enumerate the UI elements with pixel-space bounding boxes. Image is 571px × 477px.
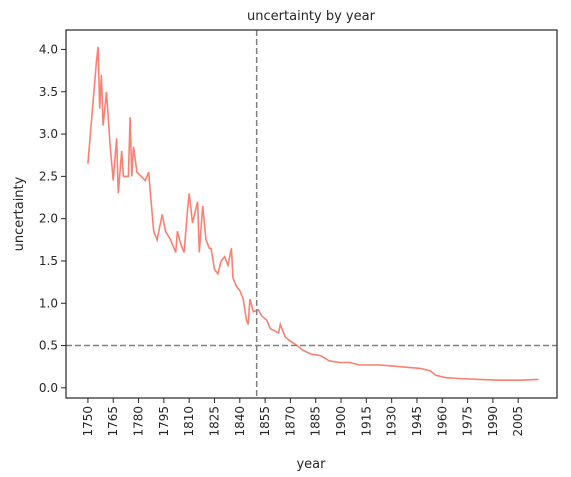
- y-axis-label: uncertainty: [12, 176, 27, 251]
- x-tick-label: 1870: [283, 406, 297, 437]
- x-tick-label: 1945: [410, 406, 424, 437]
- y-tick-label: 3.5: [39, 85, 58, 99]
- x-tick-label: 2005: [511, 406, 525, 437]
- x-tick-label: 1975: [461, 406, 475, 437]
- y-tick-label: 2.5: [39, 169, 58, 183]
- y-tick-label: 1.0: [39, 296, 58, 310]
- x-tick-label: 1765: [106, 406, 120, 437]
- x-tick-label: 1810: [182, 406, 196, 437]
- x-tick-label: 1900: [334, 406, 348, 437]
- x-tick-label: 1795: [157, 406, 171, 437]
- x-tick-label: 1930: [385, 406, 399, 437]
- y-tick-label: 2.0: [39, 212, 58, 226]
- x-tick-label: 1885: [309, 406, 323, 437]
- x-tick-label: 1750: [81, 406, 95, 437]
- y-tick-label: 4.0: [39, 42, 58, 56]
- y-tick-label: 1.5: [39, 254, 58, 268]
- x-tick-label: 1855: [258, 406, 272, 437]
- y-tick-label: 0.5: [39, 339, 58, 353]
- x-tick-label: 1780: [132, 406, 146, 437]
- chart-title: uncertainty by year: [247, 9, 376, 24]
- x-tick-label: 1825: [207, 406, 221, 437]
- x-tick-label: 1840: [233, 406, 247, 437]
- data-line: [87, 46, 539, 381]
- y-tick-label: 3.0: [39, 127, 58, 141]
- x-tick-label: 1960: [435, 406, 449, 437]
- x-tick-label: 1915: [359, 406, 373, 437]
- y-tick-label: 0.0: [39, 381, 58, 395]
- x-axis-label: year: [296, 457, 326, 472]
- x-tick-label: 1990: [486, 406, 500, 437]
- plot-frame: [65, 29, 558, 399]
